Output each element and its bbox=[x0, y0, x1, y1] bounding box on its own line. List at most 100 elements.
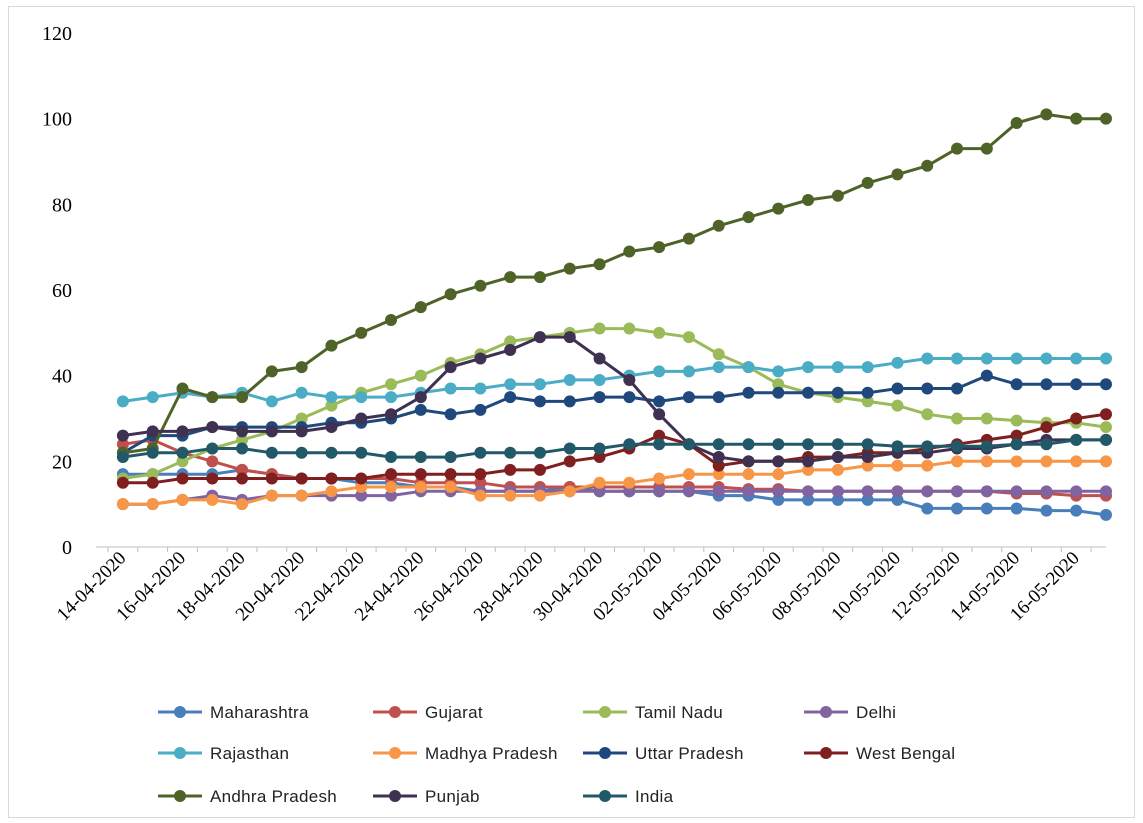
data-point-andhra-pradesh bbox=[593, 258, 606, 271]
data-point-punjab bbox=[236, 425, 249, 438]
data-point-west-bengal bbox=[295, 472, 308, 485]
legend-marker bbox=[174, 706, 186, 718]
data-point-west-bengal bbox=[1040, 421, 1053, 434]
data-point-uttar-pradesh bbox=[533, 395, 546, 408]
data-point-rajasthan bbox=[593, 373, 606, 386]
data-point-madhya-pradesh bbox=[355, 481, 368, 494]
data-point-punjab bbox=[504, 343, 517, 356]
data-point-madhya-pradesh bbox=[265, 489, 278, 502]
data-point-andhra-pradesh bbox=[414, 301, 427, 314]
data-point-india bbox=[891, 440, 904, 453]
data-point-india bbox=[980, 440, 993, 453]
data-point-madhya-pradesh bbox=[1070, 455, 1083, 468]
data-point-india bbox=[742, 438, 755, 451]
data-point-india bbox=[295, 446, 308, 459]
data-point-delhi bbox=[1010, 485, 1023, 498]
data-point-andhra-pradesh bbox=[563, 262, 576, 275]
data-point-delhi bbox=[802, 485, 815, 498]
data-point-punjab bbox=[653, 408, 666, 421]
data-point-maharashtra bbox=[921, 502, 934, 515]
data-point-tamil-nadu bbox=[980, 412, 993, 425]
data-point-madhya-pradesh bbox=[772, 468, 785, 481]
data-point-delhi bbox=[742, 485, 755, 498]
data-point-uttar-pradesh bbox=[1070, 378, 1083, 391]
data-point-andhra-pradesh bbox=[1040, 108, 1053, 121]
data-point-west-bengal bbox=[146, 476, 159, 489]
data-point-madhya-pradesh bbox=[563, 485, 576, 498]
data-point-rajasthan bbox=[295, 386, 308, 399]
data-point-madhya-pradesh bbox=[414, 481, 427, 494]
legend-item-rajasthan: Rajasthan bbox=[158, 744, 289, 763]
data-point-andhra-pradesh bbox=[653, 241, 666, 254]
data-point-west-bengal bbox=[1100, 408, 1112, 421]
legend-item-gujarat: Gujarat bbox=[373, 703, 483, 722]
data-point-andhra-pradesh bbox=[772, 202, 785, 215]
data-point-tamil-nadu bbox=[921, 408, 934, 421]
data-point-andhra-pradesh bbox=[206, 391, 219, 404]
data-point-delhi bbox=[712, 485, 725, 498]
data-point-west-bengal bbox=[355, 472, 368, 485]
data-point-madhya-pradesh bbox=[921, 459, 934, 472]
data-point-punjab bbox=[563, 331, 576, 344]
data-point-west-bengal bbox=[444, 468, 457, 481]
data-point-punjab bbox=[742, 455, 755, 468]
data-point-rajasthan bbox=[772, 365, 785, 378]
data-point-madhya-pradesh bbox=[206, 493, 219, 506]
legend-marker bbox=[174, 747, 186, 759]
data-point-india bbox=[831, 438, 844, 451]
data-point-maharashtra bbox=[1100, 508, 1112, 521]
data-point-madhya-pradesh bbox=[533, 489, 546, 502]
data-point-india bbox=[1040, 438, 1053, 451]
data-point-punjab bbox=[385, 408, 398, 421]
data-point-tamil-nadu bbox=[682, 331, 695, 344]
data-point-india bbox=[921, 440, 934, 453]
data-point-india bbox=[712, 438, 725, 451]
legend-marker bbox=[820, 747, 832, 759]
data-point-punjab bbox=[146, 425, 159, 438]
data-point-madhya-pradesh bbox=[653, 472, 666, 485]
data-point-punjab bbox=[533, 331, 546, 344]
data-point-uttar-pradesh bbox=[623, 391, 636, 404]
data-point-india bbox=[563, 442, 576, 455]
data-point-andhra-pradesh bbox=[385, 313, 398, 326]
series-line-uttar-pradesh bbox=[122, 374, 1106, 455]
data-point-tamil-nadu bbox=[295, 412, 308, 425]
data-point-rajasthan bbox=[504, 378, 517, 391]
data-point-maharashtra bbox=[861, 493, 874, 506]
data-point-india bbox=[206, 442, 219, 455]
data-point-india bbox=[802, 438, 815, 451]
data-point-rajasthan bbox=[1070, 352, 1083, 365]
data-point-madhya-pradesh bbox=[593, 476, 606, 489]
data-point-tamil-nadu bbox=[146, 468, 159, 481]
series-india bbox=[116, 433, 1112, 464]
series-uttar-pradesh bbox=[116, 369, 1112, 459]
data-point-west-bengal bbox=[474, 468, 487, 481]
legend-item-uttar-pradesh: Uttar Pradesh bbox=[583, 744, 743, 763]
data-point-uttar-pradesh bbox=[653, 395, 666, 408]
data-point-rajasthan bbox=[951, 352, 964, 365]
data-point-delhi bbox=[385, 489, 398, 502]
data-point-india bbox=[653, 438, 666, 451]
data-point-madhya-pradesh bbox=[474, 489, 487, 502]
data-point-maharashtra bbox=[951, 502, 964, 515]
data-point-rajasthan bbox=[265, 395, 278, 408]
series-andhra-pradesh bbox=[116, 108, 1112, 459]
legend-item-andhra-pradesh: Andhra Pradesh bbox=[158, 787, 337, 806]
data-point-west-bengal bbox=[325, 472, 338, 485]
data-point-punjab bbox=[593, 352, 606, 365]
data-point-tamil-nadu bbox=[236, 433, 249, 446]
data-point-west-bengal bbox=[1070, 412, 1083, 425]
data-point-delhi bbox=[623, 485, 636, 498]
data-point-andhra-pradesh bbox=[1010, 116, 1023, 129]
data-point-andhra-pradesh bbox=[1070, 112, 1083, 125]
data-point-madhya-pradesh bbox=[1010, 455, 1023, 468]
data-point-gujarat bbox=[236, 463, 249, 476]
data-point-madhya-pradesh bbox=[861, 459, 874, 472]
data-point-india bbox=[355, 446, 368, 459]
data-point-india bbox=[176, 446, 189, 459]
data-point-delhi bbox=[1100, 485, 1112, 498]
legend-item-tamil-nadu: Tamil Nadu bbox=[583, 703, 723, 722]
data-point-india bbox=[444, 451, 457, 464]
data-point-punjab bbox=[265, 425, 278, 438]
data-point-uttar-pradesh bbox=[921, 382, 934, 395]
